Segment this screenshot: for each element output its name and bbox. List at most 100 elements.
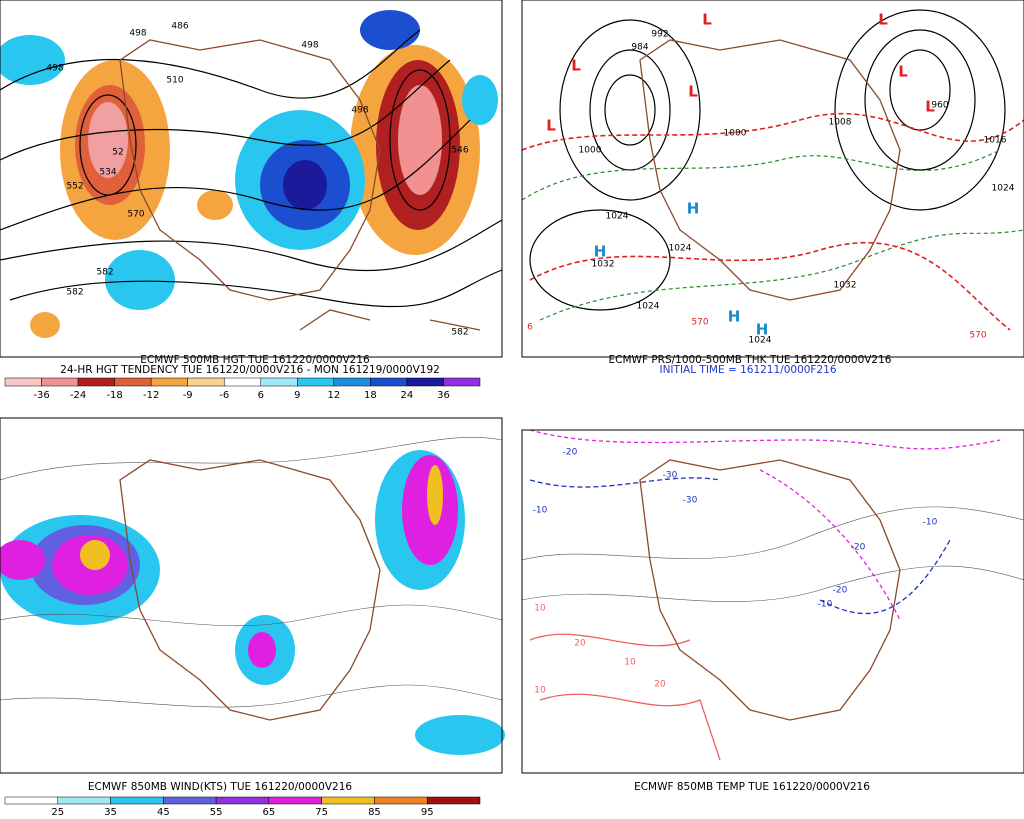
fill-neg	[0, 35, 65, 85]
contour-label: 510	[166, 76, 183, 86]
pressure-center: L	[878, 11, 888, 29]
colorbar-swatch	[333, 377, 371, 387]
pressure-center: H	[594, 243, 607, 261]
map-temp	[521, 429, 1024, 774]
pressure-center: H	[687, 200, 700, 218]
isotherm	[759, 469, 901, 621]
contour-label: 552	[66, 182, 83, 192]
coastline	[639, 459, 901, 721]
colorbar-label: 12	[327, 390, 340, 401]
colorbar-swatch	[297, 377, 335, 387]
contour-label: 486	[171, 22, 188, 32]
fill-pos	[88, 102, 128, 178]
contour-label: 10	[534, 604, 546, 614]
contour-label: -20	[563, 448, 578, 458]
contour-label: 546	[451, 146, 468, 156]
colorbar-label: -24	[70, 390, 86, 401]
contour-label: -10	[818, 600, 833, 610]
contour	[529, 209, 671, 311]
contour-label: 10	[624, 658, 636, 668]
contour-label: 582	[451, 328, 468, 338]
coastline	[639, 39, 901, 301]
contour-label: 582	[96, 268, 113, 278]
contour-label: -30	[663, 471, 678, 481]
contour-label: 570	[691, 318, 708, 328]
colorbar-label: -36	[33, 390, 49, 401]
colorbar-swatch	[110, 796, 164, 805]
contour-label: -20	[851, 543, 866, 553]
colorbar-swatch	[406, 377, 444, 387]
fill-neg	[360, 10, 420, 50]
colorbar-label: 85	[368, 807, 381, 818]
map-caption: 24-HR HGT TENDENCY TUE 161220/0000V216 -…	[60, 364, 440, 376]
colorbar-swatch	[4, 377, 42, 387]
fill-neg	[105, 250, 175, 310]
colorbar-swatch	[268, 796, 322, 805]
colorbar-label: -9	[183, 390, 193, 401]
pressure-center: L	[688, 83, 698, 101]
map-caption: ECMWF PRS/1000-500MB THK TUE 161220/0000…	[609, 354, 892, 366]
contour-label: 498	[301, 41, 318, 51]
colorbar-swatch	[150, 377, 188, 387]
fill-wind	[248, 632, 276, 668]
contour-label: 20	[654, 680, 666, 690]
map-frame	[521, 0, 1024, 358]
coastline	[119, 459, 381, 721]
map-wind	[0, 417, 505, 774]
colorbar-label: 95	[421, 807, 434, 818]
fill-neg	[283, 160, 327, 210]
contour-label: 582	[66, 288, 83, 298]
thickness-line	[521, 149, 1024, 321]
contour	[0, 29, 503, 308]
pressure-center: L	[702, 11, 712, 29]
colorbar-swatch	[215, 796, 270, 805]
map-caption: ECMWF 850MB TEMP TUE 161220/0000V216	[634, 781, 870, 793]
fill-neg	[462, 75, 498, 125]
contour-label: 1024	[637, 302, 660, 312]
contour-label: 1008	[829, 118, 852, 128]
contour-label: -10	[923, 518, 938, 528]
contour-label: 1016	[984, 136, 1007, 146]
colorbar-swatch	[57, 796, 111, 805]
contour-label: 498	[351, 106, 368, 116]
pressure-center: H	[728, 308, 741, 326]
contour-label: 6	[527, 323, 533, 333]
contour-label: 1024	[606, 212, 629, 222]
contour	[834, 9, 1006, 211]
colorbar-label: 9	[294, 390, 300, 401]
contour	[559, 19, 701, 201]
colorbar-label: 36	[437, 390, 450, 401]
colorbar-label: -18	[106, 390, 122, 401]
contour-label: -20	[833, 586, 848, 596]
contour-label: 1032	[592, 260, 615, 270]
contour-label: -10	[533, 506, 548, 516]
colorbar-label: 25	[51, 807, 64, 818]
thickness-line	[521, 112, 1024, 331]
fill-pos	[398, 85, 442, 195]
colorbar-label: 75	[315, 807, 328, 818]
colorbar-swatch	[41, 377, 79, 387]
contour-label: 534	[99, 168, 116, 178]
colorbar-swatch	[260, 377, 298, 387]
map-caption: ECMWF 500MB HGT TUE 161220/0000V216	[140, 354, 370, 366]
isotherm	[529, 477, 951, 615]
colorbar-swatch	[370, 377, 408, 387]
colorbar-label: 6	[258, 390, 264, 401]
contour-label: 984	[631, 43, 648, 53]
contour-label: -30	[683, 496, 698, 506]
colorbar-swatch	[4, 796, 59, 805]
contour-label: 570	[127, 210, 144, 220]
contour-label: 570	[969, 331, 986, 341]
pressure-center: L	[925, 98, 935, 116]
fill-wind	[80, 540, 110, 570]
isotherm	[521, 506, 1024, 602]
contour	[864, 29, 976, 171]
map-frame	[0, 417, 503, 774]
contour-label: 498	[46, 64, 63, 74]
colorbar-swatch	[443, 377, 481, 387]
colorbar-label: 45	[157, 807, 170, 818]
map-mslp	[521, 0, 1024, 358]
contour-label: 1024	[749, 336, 772, 346]
colorbar-swatch	[114, 377, 152, 387]
